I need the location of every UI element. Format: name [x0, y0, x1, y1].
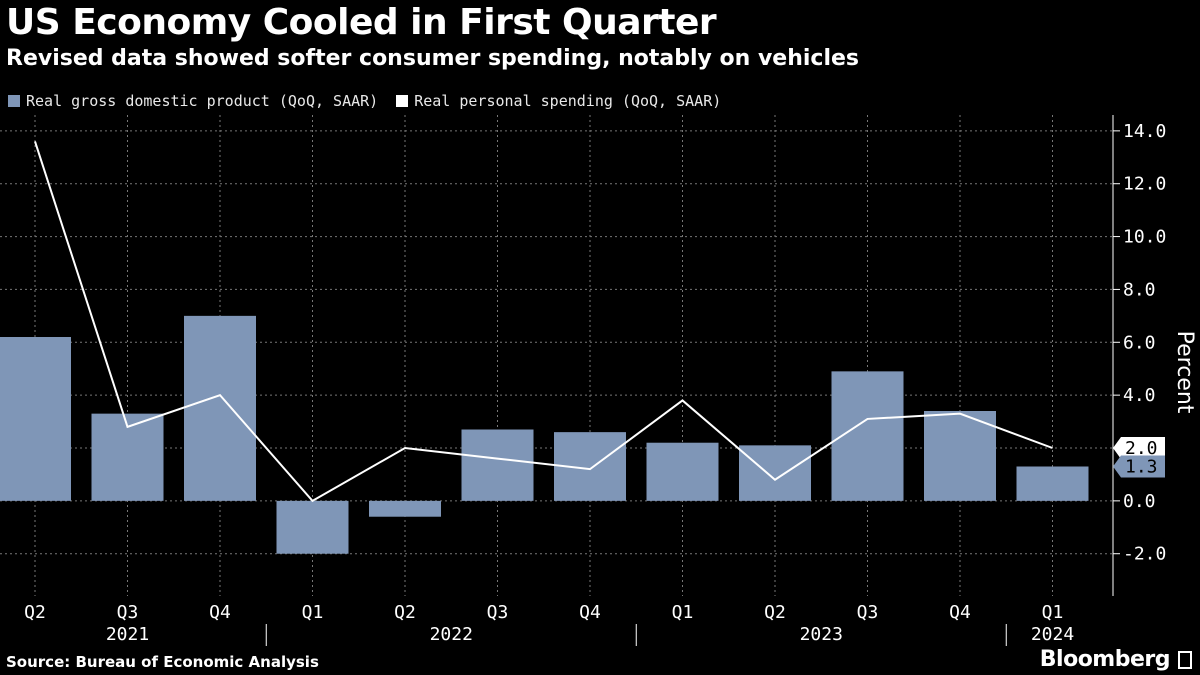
grid-layer: [0, 115, 1113, 596]
y-tick-label: 8.0: [1123, 279, 1156, 300]
gdp-bar: [0, 337, 71, 501]
x-category-label: Q2: [764, 602, 786, 623]
x-category-label: Q3: [117, 602, 139, 623]
gdp-bar: [831, 371, 904, 501]
last-value-spending-pointer: [1113, 437, 1121, 459]
bar-layer: [0, 315, 1089, 554]
axis-layer: -2.00.02.04.06.08.010.012.014.02.01.3Q2Q…: [24, 115, 1166, 646]
gdp-bar: [369, 500, 441, 517]
last-value-gdp: 1.3: [1113, 455, 1165, 478]
legend-label-spending: Real personal spending (QoQ, SAAR): [414, 92, 722, 110]
y-tick-label: 10.0: [1123, 227, 1166, 248]
bloomberg-logo: Bloomberg: [1039, 647, 1171, 672]
x-category-label: Q3: [857, 602, 879, 623]
x-category-label: Q2: [24, 602, 46, 623]
gdp-bar: [461, 429, 534, 501]
x-category-label: Q1: [672, 602, 694, 623]
line-layer: [34, 141, 1053, 503]
legend-item-gdp: Real gross domestic product (QoQ, SAAR): [8, 92, 378, 110]
gdp-bar: [739, 445, 811, 501]
x-category-label: Q4: [579, 602, 601, 623]
source-note: Source: Bureau of Economic Analysis: [6, 653, 319, 671]
legend-swatch-gdp: [8, 95, 20, 107]
bloomberg-logo-icon: [1178, 651, 1192, 669]
last-value-gdp-text: 1.3: [1125, 457, 1158, 478]
x-year-label: 2021: [106, 624, 149, 645]
spending-line: [34, 141, 1053, 503]
last-value-spending-text: 2.0: [1125, 438, 1158, 459]
y-tick-label: 14.0: [1123, 121, 1166, 142]
gdp-bar: [184, 315, 256, 501]
last-value-gdp-box: [1121, 455, 1165, 478]
x-category-label: Q2: [394, 602, 416, 623]
y-tick-label: 4.0: [1123, 385, 1156, 406]
x-year-label: 2023: [800, 624, 843, 645]
y-tick-label: 0.0: [1123, 491, 1156, 512]
legend-label-gdp: Real gross domestic product (QoQ, SAAR): [26, 92, 379, 110]
y-axis-label: Percent: [1172, 331, 1197, 414]
x-category-label: Q1: [1042, 602, 1064, 623]
y-tick-label: 12.0: [1123, 174, 1166, 195]
x-category-label: Q4: [949, 602, 971, 623]
gdp-bar: [646, 442, 719, 501]
x-category-label: Q3: [487, 602, 509, 623]
x-category-label: Q4: [209, 602, 231, 623]
legend: Real gross domestic product (QoQ, SAAR) …: [8, 92, 721, 110]
x-year-label: 2024: [1031, 624, 1074, 645]
y-tick-label: 6.0: [1123, 332, 1156, 353]
gdp-bar: [1016, 466, 1089, 501]
last-value-spending-box: [1121, 437, 1165, 459]
gdp-bar: [924, 411, 996, 501]
x-year-label: 2022: [430, 624, 473, 645]
gdp-bar: [91, 413, 164, 501]
legend-swatch-spending: [396, 95, 409, 107]
gdp-bar: [276, 500, 349, 554]
legend-item-spending: Real personal spending (QoQ, SAAR): [396, 92, 721, 110]
chart-title: US Economy Cooled in First Quarter: [6, 2, 717, 43]
last-value-gdp-pointer: [1113, 455, 1121, 478]
chart-subtitle: Revised data showed softer consumer spen…: [6, 46, 860, 71]
last-value-spending: 2.0: [1113, 437, 1165, 459]
y-tick-label: -2.0: [1123, 544, 1166, 565]
x-category-label: Q1: [302, 602, 324, 623]
